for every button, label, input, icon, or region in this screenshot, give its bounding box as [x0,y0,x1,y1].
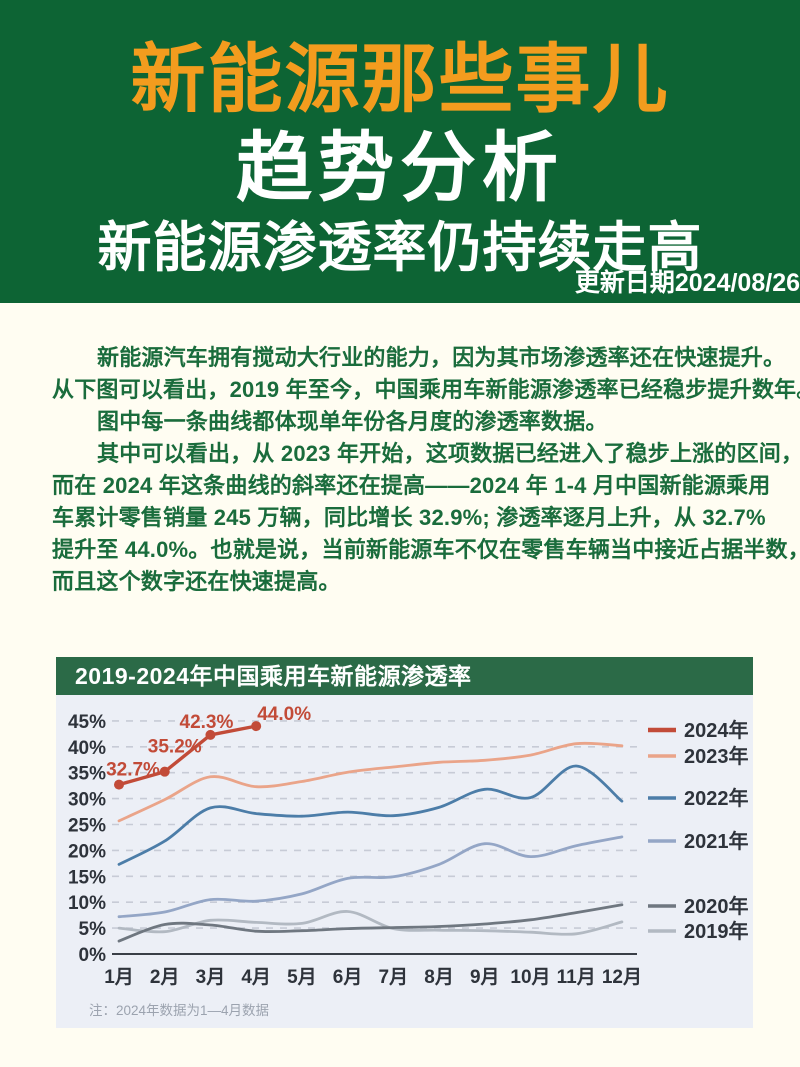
article-line: 图中每一条曲线都体现单年份各月度的渗透率数据。 [97,409,608,434]
x-tick-label: 1月 [104,967,134,988]
legend-label-2023年: 2023年 [684,744,749,768]
data-point-2024年 [251,721,262,732]
y-tick-label: 40% [68,738,106,759]
x-tick-label: 6月 [333,967,363,988]
article-line: 车累计零售销量 245 万辆，同比增长 32.9%; 渗透率逐月上升，从 32.… [52,505,766,530]
data-point-2024年 [205,729,216,740]
y-tick-label: 10% [68,893,106,914]
page-title: 新能源那些事儿 [130,37,670,121]
y-tick-label: 45% [68,712,106,733]
page-subtitle: 趋势分析 [236,126,564,211]
article-line: 而在 2024 年这条曲线的斜率还在提高——2024 年 1-4 月中国新能源乘… [52,473,771,498]
y-tick-label: 0% [79,945,107,966]
y-tick-label: 20% [68,841,106,862]
series-line-2020年 [117,903,624,943]
x-tick-label: 5月 [287,967,317,988]
article-line: 其中可以看出，从 2023 年开始，这项数据已经进入了稳步上涨的区间， [97,441,800,466]
article-text: 新能源汽车拥有搅动大行业的能力，因为其市场渗透率还在快速提升。从下图可以看出，2… [52,342,800,598]
x-tick-label: 11月 [557,967,596,988]
update-date: 更新日期2024/08/26 [574,269,800,297]
y-tick-label: 5% [79,919,107,940]
y-tick-label: 30% [68,790,106,811]
legend-label-2021年: 2021年 [684,829,749,853]
legend-label-2024年: 2024年 [684,718,749,742]
data-point-2024年 [114,779,124,790]
x-tick-label: 9月 [470,967,500,988]
legend-label-2019年: 2019年 [684,919,749,943]
legend-label-2020年: 2020年 [684,894,749,918]
x-tick-label: 3月 [196,967,226,988]
point-label: 32.7% [106,760,160,781]
point-label: 35.2% [148,737,202,758]
series-line-2021年 [117,835,624,919]
y-tick-label: 25% [68,816,106,837]
x-tick-label: 8月 [424,967,454,988]
data-point-2024年 [159,766,170,777]
point-label: 42.3% [180,712,234,733]
article-line: 新能源汽车拥有搅动大行业的能力，因为其市场渗透率还在快速提升。 [97,345,786,370]
article-line: 提升至 44.0%。也就是说，当前新能源车不仅在零售车辆当中接近占据半数， [52,537,800,562]
chart-card: 2019-2024年中国乘用车新能源渗透率 0% 5% 10% 15% 20% 25% 30… [56,657,753,1028]
x-tick-label: 2月 [150,967,180,988]
series-line-2024年 [118,724,257,787]
penetration-line-chart: 0% 5% 10% 15% 20% 25% 30% 35% 40% 45% 1月 2月 3月 4月 5月 6月… [68,704,749,1018]
x-tick-label: 4月 [241,967,271,988]
header-banner: 新能源那些事儿 趋势分析 新能源渗透率仍持续走高 更新日期2024/08/26 [0,0,800,303]
x-tick-label: 10月 [510,967,550,988]
x-tick-label: 7月 [379,967,409,988]
page-subheading: 新能源渗透率仍持续走高 [97,218,703,278]
series-line-2019年 [117,910,624,936]
chart-title: 2019-2024年中国乘用车新能源渗透率 [75,663,472,689]
chart-title-bar: 2019-2024年中国乘用车新能源渗透率 [56,657,753,695]
series-line-2023年 [117,741,624,823]
legend-label-2022年: 2022年 [684,786,749,810]
point-label: 44.0% [257,704,311,725]
article-line: 而且这个数字还在快速提高。 [52,569,341,594]
series-line-2022年 [117,764,624,866]
y-tick-label: 35% [68,764,106,785]
article-line: 从下图可以看出，2019 年至今，中国乘用车新能源渗透率已经稳步提升数年。 [52,377,800,402]
y-tick-label: 15% [68,867,106,888]
x-tick-label: 12月 [602,967,642,988]
chart-note: 注：2024年数据为1—4月数据 [89,1003,269,1018]
